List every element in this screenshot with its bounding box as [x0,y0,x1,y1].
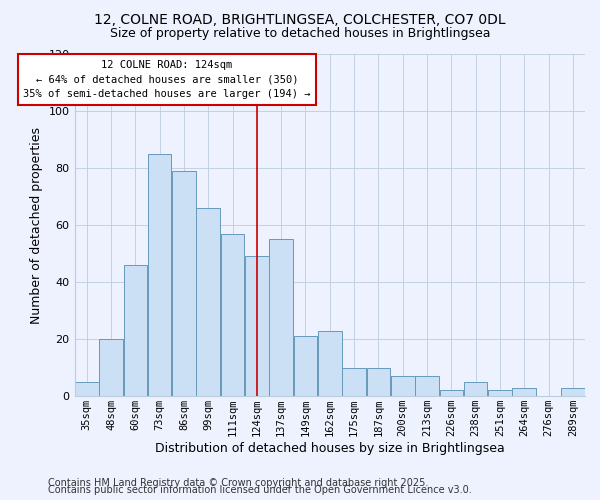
Bar [318,330,341,396]
Text: Contains public sector information licensed under the Open Government Licence v3: Contains public sector information licen… [48,485,472,495]
Bar [294,336,317,396]
Bar [488,390,512,396]
Text: Contains HM Land Registry data © Crown copyright and database right 2025.: Contains HM Land Registry data © Crown c… [48,478,428,488]
Bar [269,240,293,396]
Bar [221,234,244,396]
Bar [367,368,390,396]
Bar [440,390,463,396]
Bar [464,382,487,396]
Bar [75,382,98,396]
X-axis label: Distribution of detached houses by size in Brightlingsea: Distribution of detached houses by size … [155,442,505,455]
Y-axis label: Number of detached properties: Number of detached properties [30,126,43,324]
Bar [245,256,269,396]
Bar [196,208,220,396]
Bar [148,154,172,396]
Bar [343,368,366,396]
Text: Size of property relative to detached houses in Brightlingsea: Size of property relative to detached ho… [110,28,490,40]
Text: 12, COLNE ROAD, BRIGHTLINGSEA, COLCHESTER, CO7 0DL: 12, COLNE ROAD, BRIGHTLINGSEA, COLCHESTE… [94,12,506,26]
Bar [124,265,147,396]
Bar [391,376,415,396]
Bar [172,171,196,396]
Bar [512,388,536,396]
Bar [99,339,123,396]
Bar [415,376,439,396]
Text: 12 COLNE ROAD: 124sqm
← 64% of detached houses are smaller (350)
35% of semi-det: 12 COLNE ROAD: 124sqm ← 64% of detached … [23,60,311,100]
Bar [561,388,584,396]
